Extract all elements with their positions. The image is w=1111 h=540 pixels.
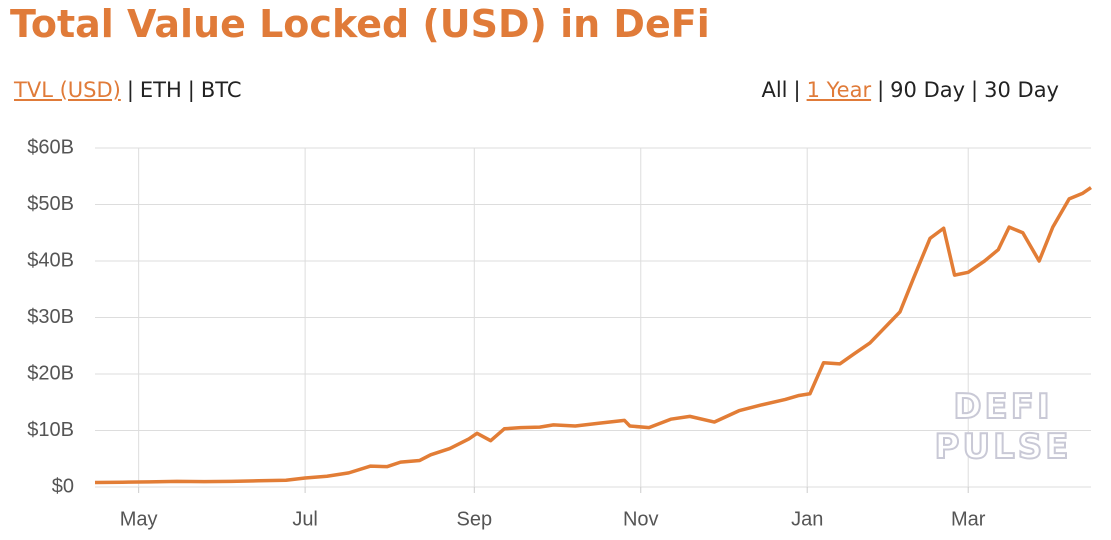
- tab[interactable]: 1 Year: [806, 78, 872, 102]
- watermark-line: PULSE: [935, 427, 1072, 467]
- tab[interactable]: 30 Day: [984, 78, 1059, 102]
- tab-separator: |: [971, 78, 979, 102]
- data-line: [94, 186, 1092, 485]
- watermark: DEFI PULSE: [935, 387, 1072, 467]
- range-tabs: All | 1 Year | 90 Day | 30 Day: [761, 78, 1065, 102]
- y-tick-label: $0: [52, 475, 74, 497]
- x-tick-label: May: [120, 508, 158, 530]
- tab[interactable]: ETH: [139, 78, 182, 102]
- x-tick-label: Mar: [951, 508, 986, 530]
- y-tick-label: $50B: [27, 193, 74, 215]
- watermark-line: DEFI: [953, 387, 1052, 427]
- tab-separator: |: [126, 78, 134, 102]
- x-tick-label: Jul: [292, 508, 318, 530]
- tab-separator: |: [877, 78, 885, 102]
- tab-separator: |: [793, 78, 801, 102]
- page-title: Total Value Locked (USD) in DeFi: [10, 2, 710, 46]
- x-tick-label: Jan: [791, 508, 823, 530]
- x-tick-label: Nov: [623, 508, 659, 530]
- tab[interactable]: TVL (USD): [14, 78, 121, 102]
- y-tick-label: $60B: [27, 136, 74, 158]
- y-tick-label: $40B: [27, 249, 74, 271]
- tab[interactable]: 90 Day: [890, 78, 966, 102]
- x-tick-label: Sep: [457, 508, 493, 530]
- tab-separator: |: [187, 78, 195, 102]
- y-tick-label: $10B: [27, 419, 74, 441]
- y-tick-label: $30B: [27, 306, 74, 328]
- tab[interactable]: All: [761, 78, 788, 102]
- tab[interactable]: BTC: [200, 78, 242, 102]
- units-tabs: TVL (USD) | ETH | BTC: [14, 78, 248, 102]
- y-tick-label: $20B: [27, 362, 74, 384]
